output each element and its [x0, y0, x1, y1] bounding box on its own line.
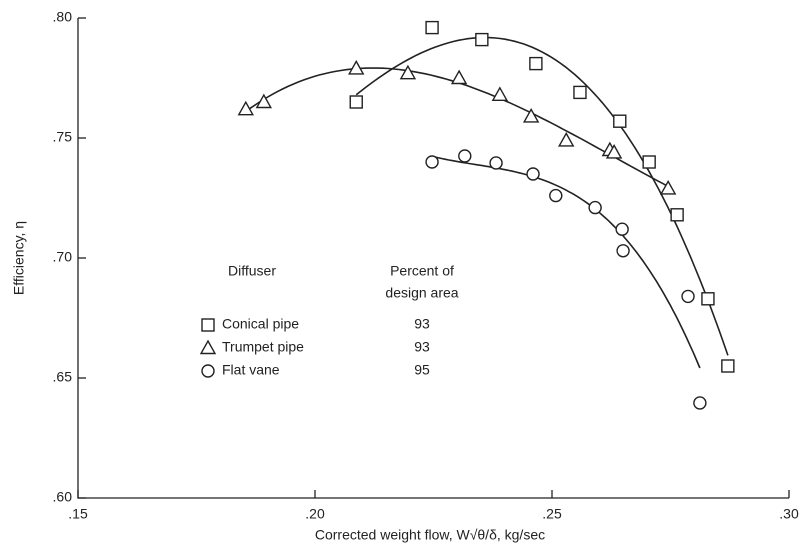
marker-square	[475, 32, 489, 47]
legend-header: design area	[385, 285, 458, 301]
x-tick-label: .25	[542, 506, 562, 522]
legend-header: Diffuser	[228, 263, 276, 279]
legend-label: Flat vane	[222, 362, 280, 378]
marker-square	[670, 208, 684, 222]
marker-circle	[616, 244, 630, 258]
marker-square	[613, 114, 627, 128]
marker-square	[701, 292, 715, 306]
legend-label: Conical pipe	[222, 316, 299, 332]
marker-triangle	[399, 64, 417, 80]
marker-square	[529, 56, 543, 71]
y-tick-label: .60	[53, 489, 73, 505]
marker-square	[573, 85, 587, 100]
y-tick-label: .65	[53, 369, 73, 385]
marker-circle	[489, 156, 503, 170]
marker-triangle	[450, 69, 468, 85]
y-axis-label: Efficiency, η	[11, 221, 27, 295]
marker-triangle	[558, 131, 575, 147]
fit-curve	[355, 36, 729, 356]
fit-curve	[245, 67, 669, 188]
y-tick-label: .75	[53, 129, 73, 145]
x-axis-label: Corrected weight flow, W√θ/δ, kg/sec	[315, 527, 545, 543]
marker-square	[642, 155, 656, 169]
legend-value: 93	[414, 316, 430, 332]
marker-triangle	[237, 100, 254, 116]
fit-curve	[431, 155, 701, 369]
marker-square	[349, 95, 363, 109]
marker-triangle	[659, 179, 677, 195]
marker-circle	[615, 222, 629, 236]
marker-circle	[425, 155, 439, 169]
x-tick-label: .15	[68, 506, 88, 522]
legend-header: Percent of	[390, 263, 454, 279]
marker-circle	[681, 289, 695, 304]
marker-triangle	[605, 143, 623, 159]
x-tick-label: .20	[305, 506, 325, 522]
marker-triangle	[255, 93, 273, 109]
legend-label: Trumpet pipe	[222, 339, 304, 355]
marker-triangle	[522, 107, 540, 123]
marker-triangle	[199, 339, 217, 355]
x-tick-label: .30	[779, 506, 799, 522]
marker-circle	[458, 149, 472, 163]
marker-triangle	[348, 59, 365, 75]
marker-triangle	[491, 86, 509, 101]
axes	[77, 18, 789, 499]
marker-square	[425, 20, 439, 35]
legend-value: 93	[414, 339, 430, 355]
marker-circle	[526, 167, 540, 181]
y-tick-label: .80	[53, 9, 73, 25]
marker-circle	[693, 396, 707, 410]
y-tick-label: .70	[53, 249, 73, 265]
legend-value: 95	[414, 362, 430, 378]
marker-circle	[549, 188, 563, 203]
marker-square	[721, 359, 735, 373]
marker-square	[201, 318, 215, 332]
marker-circle	[201, 364, 215, 378]
marker-circle	[588, 200, 602, 215]
